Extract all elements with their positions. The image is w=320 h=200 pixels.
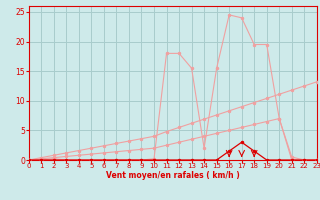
X-axis label: Vent moyen/en rafales ( km/h ): Vent moyen/en rafales ( km/h )	[106, 171, 240, 180]
